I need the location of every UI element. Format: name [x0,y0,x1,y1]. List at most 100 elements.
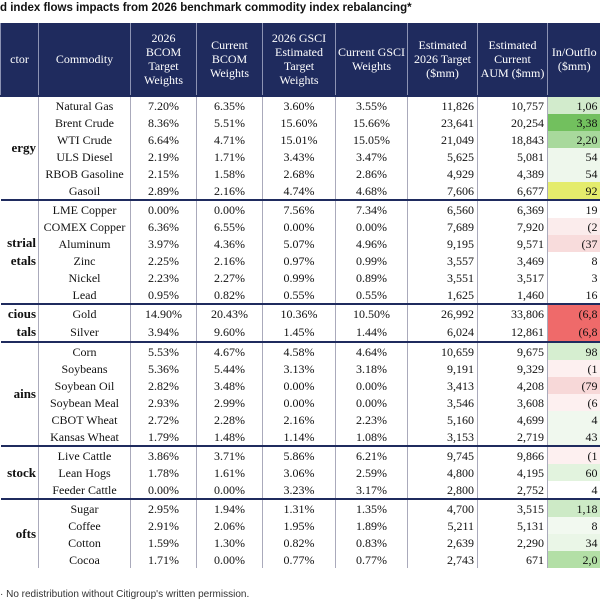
table-cell: 6.64% [130,131,197,148]
table-cell: 4,389 [477,165,548,182]
commodity-name: Aluminum [38,235,131,252]
table-cell: 5,081 [477,148,548,165]
table-cell: 9,329 [477,360,548,377]
table-row: RBOB Gasoline 2.15% 1.58% 2.68% 2.86% 4,929 4,… [1,165,600,182]
sector-label: cious tals [0,303,39,342]
table-cell: 3,517 [477,269,548,286]
table-cell: 2.19% [130,148,197,165]
table-cell: 3.13% [262,360,336,377]
commodity-name: Silver [38,323,131,342]
commodity-name: ULS Diesel [38,148,131,165]
flow-cell: 1,06 [547,95,600,114]
table-cell: 4.68% [335,182,408,200]
table-cell: 7.56% [262,199,336,218]
table-cell: 3.47% [335,148,408,165]
commodity-name: Live Cattle [38,445,131,464]
flow-cell: 4 [547,481,600,499]
table-cell: 1,625 [407,286,478,304]
commodity-name: Zinc [38,252,131,269]
table-cell: 4.36% [196,235,263,252]
sector-label: strial etals [0,199,39,304]
table-cell: 0.00% [196,199,263,218]
table-cell: 2,639 [407,534,478,551]
table-cell: 9,866 [477,445,548,464]
table-row: cious tals Gold 14.90% 20.43% 10.36% 10.50% 26… [0,303,600,342]
table-cell: 0.00% [262,377,336,394]
table-cell: 18,843 [477,131,548,148]
table-cell: 0.00% [335,377,408,394]
table-cell: 2.15% [130,165,197,182]
table-cell: 2,290 [477,534,548,551]
table-row: Soybean Meal 2.93% 2.99% 0.00% 0.00% 3,546 3,6… [1,394,600,411]
commodity-name: WTI Crude [38,131,131,148]
table-cell: 7,606 [407,182,478,200]
table-cell: 20.43% [196,303,263,323]
table-row: Brent Crude 8.36% 5.51% 15.60% 15.66% 23,641 2… [1,114,600,131]
table-cell: 0.55% [262,286,336,304]
column-header: Current BCOM Weights [196,23,263,96]
table-cell: 1.31% [262,498,336,517]
table-cell: 5.07% [262,235,336,252]
commodity-name: Cocoa [38,551,131,568]
commodity-name: Coffee [38,517,131,534]
table-cell: 3,608 [477,394,548,411]
flow-cell: (37 [547,235,600,252]
flow-cell: (6,8 [547,303,600,323]
table-cell: 12,861 [477,323,548,342]
table-cell: 4.96% [335,235,408,252]
table-cell: 11,826 [407,95,478,114]
table-cell: 15.66% [335,114,408,131]
flow-cell: 19 [547,199,600,218]
table-cell: 1.71% [196,148,263,165]
table-cell: 3.23% [262,481,336,499]
table-cell: 2.23% [130,269,197,286]
table-row: strial etals LME Copper 0.00% 0.00% 7.56% 7.3… [0,199,600,304]
flow-cell: 3,38 [547,114,600,131]
flow-cell: 16 [547,286,600,304]
commodity-name: Feeder Cattle [38,481,131,499]
table-cell: 9,571 [477,235,548,252]
table-cell: 3.06% [262,464,336,481]
table-cell: 7,689 [407,218,478,235]
table-cell: 2.68% [262,165,336,182]
table-cell: 0.00% [335,218,408,235]
table-cell: 10,757 [477,95,548,114]
column-header: In/Outflo ($mm) [547,23,600,96]
table-cell: 2.16% [262,411,336,428]
table-cell: 1.30% [196,534,263,551]
table-cell: 9,745 [407,445,478,464]
table-cell: 2.16% [196,182,263,200]
flow-cell: 8 [547,517,600,534]
table-row: Feeder Cattle 0.00% 0.00% 3.23% 3.17% 2,800 2,… [1,481,600,499]
column-header: ctor [0,23,39,96]
sector-label: ergy [0,95,39,200]
table-cell: 2.23% [335,411,408,428]
column-header: Estimated 2026 Target ($mm) [407,23,478,96]
table-cell: 0.89% [335,269,408,286]
table-cell: 21,049 [407,131,478,148]
table-cell: 5.53% [130,341,197,360]
flows-table: ctor Commodity 2026 BCOM Target Weights Cur… [0,23,600,568]
table-cell: 2.95% [130,498,197,517]
table-cell: 4,800 [407,464,478,481]
table-row: ergy Natural Gas 7.20% 6.35% 3.60% 3.55% 11,82… [0,95,600,200]
table-cell: 2.28% [196,411,263,428]
table-cell: 0.00% [262,394,336,411]
table-cell: 0.97% [262,252,336,269]
flow-cell: 34 [547,534,600,551]
table-cell: 4.64% [335,341,408,360]
flow-cell: 54 [547,148,600,165]
table-cell: 5.44% [196,360,263,377]
table-cell: 1.59% [130,534,197,551]
commodity-name: Natural Gas [38,95,131,114]
table-cell: 3.60% [262,95,336,114]
table-cell: 0.00% [335,394,408,411]
table-cell: 2.89% [130,182,197,200]
table-cell: 6,024 [407,323,478,342]
table-cell: 0.77% [335,551,408,568]
column-header: Commodity [38,23,131,96]
table-cell: 3.71% [196,445,263,464]
table-cell: 3,515 [477,498,548,517]
table-cell: 2,752 [477,481,548,499]
table-row: ULS Diesel 2.19% 1.71% 3.43% 3.47% 5,625 5,081… [1,148,600,165]
